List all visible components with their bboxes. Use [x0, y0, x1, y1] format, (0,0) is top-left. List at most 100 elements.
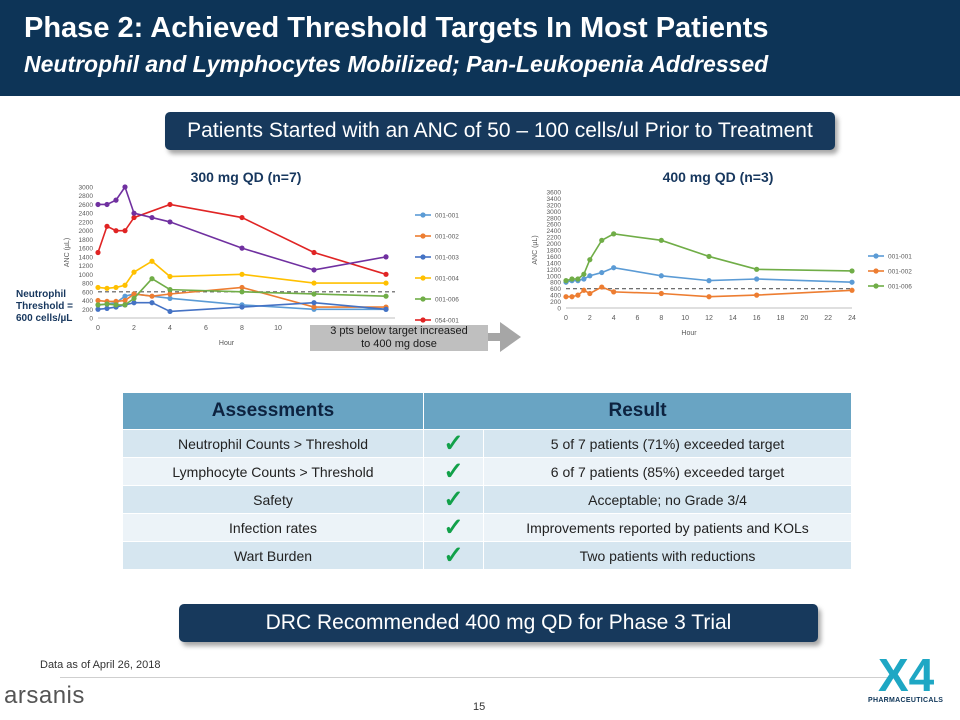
x-tick-label: 8	[240, 325, 244, 332]
check-cell: ✓	[423, 541, 484, 570]
y-tick-label: 2800	[79, 193, 94, 200]
data-point	[587, 273, 593, 279]
y-tick-label: 2200	[547, 235, 562, 242]
legend-label: 001-006	[888, 284, 912, 291]
x-tick-label: 2	[588, 315, 592, 322]
y-tick-label: 3200	[547, 202, 562, 209]
data-point	[239, 284, 245, 291]
callout-line: 3 pts below target increased	[330, 325, 468, 337]
data-point	[104, 285, 110, 291]
x4-logo: X4	[878, 649, 935, 701]
dose-escalation-arrow	[488, 322, 521, 352]
data-point	[599, 269, 605, 276]
data-point	[383, 271, 389, 277]
assessment-cell: Neutrophil Counts > Threshold	[122, 429, 424, 458]
slide-subtitle: Neutrophil and Lymphocytes Mobilized; Pa…	[24, 51, 769, 77]
y-tick-label: 1600	[79, 246, 94, 253]
threshold-label-line: 600 cells/µL	[16, 313, 73, 324]
check-cell: ✓	[423, 513, 484, 542]
data-point	[587, 290, 593, 297]
data-point	[167, 219, 173, 225]
data-point	[311, 300, 317, 306]
legend-marker	[420, 275, 426, 281]
y-tick-label: 2000	[79, 228, 94, 235]
y-tick-label: 2400	[547, 228, 562, 235]
x-tick-label: 4	[612, 315, 616, 322]
y-tick-label: 2400	[79, 211, 94, 218]
y-tick-label: 200	[82, 307, 93, 314]
data-point	[849, 268, 855, 274]
data-point	[311, 249, 317, 256]
legend-label: 054-001	[435, 318, 459, 325]
y-tick-label: 800	[550, 280, 561, 287]
data-point	[239, 214, 245, 221]
assessments-table: Assessments Result Neutrophil Counts > T…	[122, 392, 853, 570]
legend-label: 001-001	[888, 254, 912, 261]
data-point	[563, 294, 569, 300]
data-point	[383, 306, 389, 312]
x-tick-label: 2	[132, 325, 136, 332]
data-point	[167, 273, 173, 280]
x-tick-label: 18	[777, 315, 785, 322]
data-point	[113, 228, 119, 234]
data-point	[311, 280, 317, 286]
x-tick-label: 6	[204, 325, 208, 332]
y-tick-label: 600	[82, 289, 93, 296]
legend-label: 001-006	[435, 297, 459, 304]
y-tick-label: 200	[550, 299, 561, 306]
data-point	[149, 214, 155, 221]
data-point	[849, 287, 855, 293]
x-tick-label: 10	[274, 325, 282, 332]
data-point	[149, 276, 155, 282]
table-row: Safety ✓ Acceptable; no Grade 3/4	[122, 485, 853, 514]
data-point	[167, 291, 173, 297]
check-cell: ✓	[423, 457, 484, 486]
threshold-label-line: Neutrophil	[16, 289, 66, 300]
threshold-label-line: Threshold =	[16, 301, 73, 312]
data-point	[575, 292, 581, 298]
checkmark-icon: ✓	[443, 457, 464, 485]
data-point	[658, 237, 664, 243]
data-point	[754, 266, 760, 272]
y-tick-label: 1800	[79, 237, 94, 244]
data-point	[104, 305, 110, 311]
data-point	[383, 293, 389, 299]
result-cell: Two patients with reductions	[482, 541, 853, 570]
data-point	[383, 254, 389, 260]
y-tick-label: 2200	[79, 219, 94, 226]
x-tick-label: 6	[636, 315, 640, 322]
x-tick-label: 12	[705, 315, 713, 322]
data-point	[569, 294, 575, 300]
dose-increase-callout: 3 pts below target increased to 400 mg d…	[310, 325, 488, 351]
data-point	[239, 245, 245, 251]
data-point	[239, 289, 245, 295]
y-axis-label: ANC (µL)	[532, 235, 539, 264]
x-axis-label: Hour	[681, 330, 697, 337]
data-point	[131, 214, 137, 221]
x-tick-label: 24	[848, 315, 856, 322]
chart-400mg-title: 400 mg QD (n=3)	[663, 169, 774, 185]
data-point	[658, 290, 664, 297]
slide-title: Phase 2: Achieved Threshold Targets In M…	[24, 12, 769, 44]
data-point	[131, 300, 137, 306]
legend-marker	[873, 253, 879, 259]
y-tick-label: 2600	[79, 202, 94, 209]
neutrophil-threshold-label: Neutrophil Threshold = 600 cells/µL	[16, 289, 73, 325]
page-number: 15	[473, 701, 486, 713]
series-line-001-003	[97, 301, 387, 313]
y-tick-label: 400	[82, 298, 93, 305]
table-row: Wart Burden ✓ Two patients with reductio…	[122, 541, 853, 570]
y-tick-label: 1400	[79, 254, 94, 261]
assessment-cell: Safety	[122, 485, 424, 514]
legend-marker	[420, 212, 426, 218]
data-point	[122, 228, 128, 234]
data-point	[149, 293, 155, 299]
x-tick-label: 8	[659, 315, 663, 322]
data-point	[104, 201, 110, 208]
x-tick-label: 0	[96, 325, 100, 332]
check-cell: ✓	[423, 485, 484, 514]
y-tick-label: 3000	[547, 209, 562, 216]
footer-divider	[60, 677, 900, 678]
result-header: Result	[422, 392, 853, 430]
